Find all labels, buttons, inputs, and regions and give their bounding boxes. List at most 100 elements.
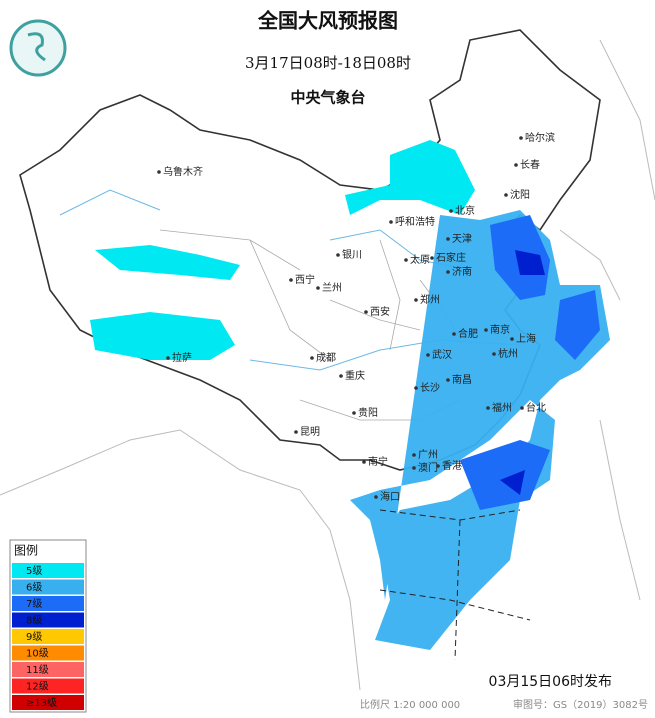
city-dot	[362, 460, 366, 464]
city-label: 长春	[520, 159, 540, 171]
city-label: 兰州	[322, 281, 342, 294]
logo-mark	[27, 32, 46, 62]
city-label: 哈尔滨	[525, 131, 555, 144]
city-label: 贵阳	[358, 406, 378, 419]
city-dot	[436, 464, 440, 468]
issuer: 中央气象台	[290, 89, 365, 107]
legend-label: 10级	[26, 648, 49, 660]
city-dot	[520, 406, 524, 410]
city-dot	[336, 253, 340, 257]
legend-label: 12级	[26, 681, 49, 693]
city-label: 澳门	[418, 461, 438, 474]
city-label: 沈阳	[510, 188, 530, 201]
city-label: 台北	[526, 401, 546, 414]
city-dot	[492, 352, 496, 356]
city-label: 成都	[316, 352, 336, 364]
city-label: 乌鲁木齐	[163, 165, 203, 178]
city-dot	[504, 193, 508, 197]
city-label: 南京	[490, 323, 510, 336]
city-dot	[289, 278, 293, 282]
legend-swatch	[12, 662, 84, 677]
legend-swatch	[12, 596, 84, 611]
neighbour-borders	[0, 39, 655, 691]
city-dot	[426, 353, 430, 357]
city-label: 上海	[516, 332, 536, 345]
city-label: 杭州	[498, 347, 518, 360]
legend-swatch	[12, 612, 84, 628]
city-label: 拉萨	[172, 351, 192, 364]
city-label: 太原	[410, 253, 430, 266]
city-label: 呼和浩特	[395, 216, 435, 228]
city-dot	[316, 286, 320, 290]
wind-zone-5	[345, 140, 475, 215]
province-borders	[159, 229, 471, 421]
city-dot	[430, 256, 434, 260]
legend-swatch	[12, 695, 84, 710]
map-number: 审图号：GS（2019）3082号	[513, 698, 648, 711]
city-dot	[364, 310, 368, 314]
city-label: 海口	[380, 490, 400, 503]
city-label: 银川	[342, 248, 362, 261]
city-dot	[510, 337, 514, 341]
city-dot	[389, 220, 393, 224]
legend-swatch	[12, 645, 84, 661]
city-label: 南昌	[452, 373, 472, 386]
wind-zone-6	[350, 210, 610, 650]
legend-label: 5级	[26, 565, 42, 577]
city-dot	[166, 356, 170, 360]
legend-swatch	[12, 563, 84, 578]
city-dot	[484, 328, 488, 332]
legend-swatch	[12, 579, 84, 595]
legend-label: 8级	[26, 615, 42, 627]
legend-label: 6级	[26, 582, 42, 594]
period: 3月17日08时-18日08时	[245, 54, 411, 72]
wind-zone-8	[500, 250, 545, 495]
city-dot	[404, 258, 408, 262]
city-label: 郑州	[420, 293, 440, 306]
title: 全国大风预报图	[257, 9, 398, 33]
city-label: 昆明	[300, 426, 320, 438]
legend-title: 图例	[14, 544, 38, 558]
city-dot	[452, 332, 456, 336]
city-dot	[412, 453, 416, 457]
city-label: 香港	[442, 460, 462, 472]
city-dot	[449, 209, 453, 213]
city-label: 石家庄	[436, 251, 466, 264]
legend-swatch	[12, 629, 84, 644]
city-label: 西安	[370, 305, 390, 318]
city-label: 北京	[455, 204, 475, 217]
city-dot	[294, 430, 298, 434]
city-dot	[514, 163, 518, 167]
legend: 5级 6级 7级 8级 9级 10级 11级 12级 ≥13级	[12, 563, 84, 710]
city-label: 济南	[452, 265, 472, 278]
city-dot	[414, 298, 418, 302]
legend-label: 7级	[26, 598, 42, 610]
city-dot	[352, 411, 356, 415]
city-dot	[412, 466, 416, 470]
city-label: 西宁	[295, 273, 315, 286]
city-dot	[486, 406, 490, 410]
city-label: 武汉	[432, 348, 452, 361]
wind-zone-5	[90, 312, 235, 360]
wind-zone-5	[95, 245, 240, 280]
city-dot	[339, 374, 343, 378]
city-dot	[446, 237, 450, 241]
city-label: 广州	[418, 449, 438, 461]
issue-time: 03月15日06时发布	[489, 674, 612, 690]
legend-label: 9级	[26, 631, 42, 643]
wind-zones	[90, 140, 610, 650]
city-label: 重庆	[345, 369, 365, 382]
city-dot	[446, 378, 450, 382]
city-label: 南宁	[368, 455, 388, 468]
city-dot	[414, 386, 418, 390]
city-dot	[519, 136, 523, 140]
city-label: 合肥	[458, 327, 478, 340]
city-dot	[157, 170, 161, 174]
sea-lines	[379, 509, 531, 661]
legend-label: ≥13级	[26, 697, 57, 709]
legend-swatch	[12, 678, 84, 694]
city-dot	[374, 495, 378, 499]
city-label: 长沙	[420, 382, 440, 394]
